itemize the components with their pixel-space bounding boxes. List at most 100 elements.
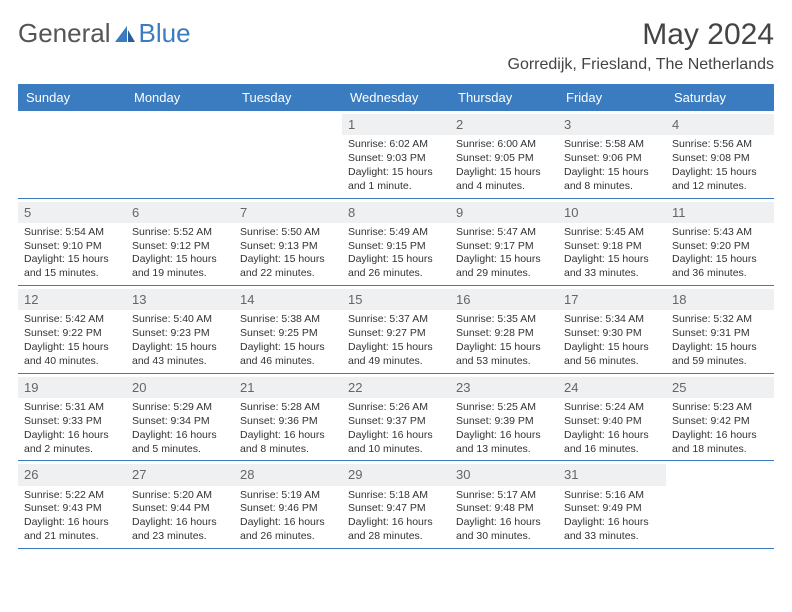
sunset-line: Sunset: 9:44 PM xyxy=(132,502,228,516)
daylight-line: Daylight: 15 hours and 15 minutes. xyxy=(24,253,120,281)
daylight-line: Daylight: 16 hours and 28 minutes. xyxy=(348,516,444,544)
day-cell: 23Sunrise: 5:25 AMSunset: 9:39 PMDayligh… xyxy=(450,374,558,461)
sunset-line: Sunset: 9:08 PM xyxy=(672,152,768,166)
daylight-line: Daylight: 16 hours and 10 minutes. xyxy=(348,429,444,457)
daylight-line: Daylight: 16 hours and 5 minutes. xyxy=(132,429,228,457)
sunrise-line: Sunrise: 6:02 AM xyxy=(348,138,444,152)
sunset-line: Sunset: 9:28 PM xyxy=(456,327,552,341)
day-number: 20 xyxy=(126,377,234,398)
day-cell: 12Sunrise: 5:42 AMSunset: 9:22 PMDayligh… xyxy=(18,286,126,373)
week-row: 12Sunrise: 5:42 AMSunset: 9:22 PMDayligh… xyxy=(18,286,774,374)
day-cell: 29 Sunrise: 5:18 AMSunset: 9:47 PMDayligh… xyxy=(342,461,450,548)
daylight-line: Daylight: 16 hours and 21 minutes. xyxy=(24,516,120,544)
daylight-line: Daylight: 15 hours and 26 minutes. xyxy=(348,253,444,281)
sunrise-line: Sunrise: 5:17 AM xyxy=(456,489,552,503)
daylight-line: Daylight: 15 hours and 12 minutes. xyxy=(672,166,768,194)
day-cell: 30Sunrise: 5:17 AMSunset: 9:48 PMDayligh… xyxy=(450,461,558,548)
sunset-line: Sunset: 9:10 PM xyxy=(24,240,120,254)
day-cell: 3Sunrise: 5:58 AMSunset: 9:06 PMDaylight… xyxy=(558,111,666,198)
sunrise-line: Sunrise: 5:50 AM xyxy=(240,226,336,240)
day-cell: 9Sunrise: 5:47 AMSunset: 9:17 PMDaylight… xyxy=(450,199,558,286)
day-number: 4 xyxy=(666,114,774,135)
day-cell: 4Sunrise: 5:56 AMSunset: 9:08 PMDaylight… xyxy=(666,111,774,198)
sunset-line: Sunset: 9:17 PM xyxy=(456,240,552,254)
day-cell: 16Sunrise: 5:35 AMSunset: 9:28 PMDayligh… xyxy=(450,286,558,373)
day-number: 14 xyxy=(234,289,342,310)
title-block: May 2024 Gorredijk, Friesland, The Nethe… xyxy=(508,18,775,74)
sunrise-line: Sunrise: 6:00 AM xyxy=(456,138,552,152)
day-cell: 11Sunrise: 5:43 AMSunset: 9:20 PMDayligh… xyxy=(666,199,774,286)
logo-sail-icon xyxy=(113,24,137,44)
day-number: 21 xyxy=(234,377,342,398)
sunrise-line: Sunrise: 5:58 AM xyxy=(564,138,660,152)
sunset-line: Sunset: 9:34 PM xyxy=(132,415,228,429)
sunrise-line: Sunrise: 5:32 AM xyxy=(672,313,768,327)
daylight-line: Daylight: 16 hours and 33 minutes. xyxy=(564,516,660,544)
daylight-line: Daylight: 16 hours and 2 minutes. xyxy=(24,429,120,457)
daylight-line: Daylight: 16 hours and 23 minutes. xyxy=(132,516,228,544)
day-number: 25 xyxy=(666,377,774,398)
sunset-line: Sunset: 9:39 PM xyxy=(456,415,552,429)
day-number: 18 xyxy=(666,289,774,310)
daylight-line: Daylight: 15 hours and 29 minutes. xyxy=(456,253,552,281)
sunrise-line: Sunrise: 5:20 AM xyxy=(132,489,228,503)
daylight-line: Daylight: 15 hours and 49 minutes. xyxy=(348,341,444,369)
day-number: 15 xyxy=(342,289,450,310)
daylight-line: Daylight: 15 hours and 59 minutes. xyxy=(672,341,768,369)
daylight-line: Daylight: 15 hours and 33 minutes. xyxy=(564,253,660,281)
day-number: 6 xyxy=(126,202,234,223)
week-row: 26Sunrise: 5:22 AMSunset: 9:43 PMDayligh… xyxy=(18,461,774,549)
daylight-line: Daylight: 16 hours and 18 minutes. xyxy=(672,429,768,457)
sunrise-line: Sunrise: 5:22 AM xyxy=(24,489,120,503)
sunset-line: Sunset: 9:05 PM xyxy=(456,152,552,166)
day-cell: 13Sunrise: 5:40 AMSunset: 9:23 PMDayligh… xyxy=(126,286,234,373)
day-number: 30 xyxy=(450,464,558,485)
sunset-line: Sunset: 9:22 PM xyxy=(24,327,120,341)
sunset-line: Sunset: 9:20 PM xyxy=(672,240,768,254)
sunset-line: Sunset: 9:36 PM xyxy=(240,415,336,429)
day-number: 11 xyxy=(666,202,774,223)
day-cell xyxy=(234,111,342,198)
sunrise-line: Sunrise: 5:29 AM xyxy=(132,401,228,415)
day-cell: 20 Sunrise: 5:29 AMSunset: 9:34 PMDayligh… xyxy=(126,374,234,461)
daylight-line: Daylight: 15 hours and 46 minutes. xyxy=(240,341,336,369)
daylight-line: Daylight: 16 hours and 13 minutes. xyxy=(456,429,552,457)
day-cell: 8Sunrise: 5:49 AMSunset: 9:15 PMDaylight… xyxy=(342,199,450,286)
sunset-line: Sunset: 9:40 PM xyxy=(564,415,660,429)
sunset-line: Sunset: 9:48 PM xyxy=(456,502,552,516)
sunrise-line: Sunrise: 5:19 AM xyxy=(240,489,336,503)
day-number: 24 xyxy=(558,377,666,398)
day-cell: 15Sunrise: 5:37 AMSunset: 9:27 PMDayligh… xyxy=(342,286,450,373)
day-cell: 10Sunrise: 5:45 AMSunset: 9:18 PMDayligh… xyxy=(558,199,666,286)
sunset-line: Sunset: 9:47 PM xyxy=(348,502,444,516)
daylight-line: Daylight: 15 hours and 36 minutes. xyxy=(672,253,768,281)
day-cell: 6Sunrise: 5:52 AMSunset: 9:12 PMDaylight… xyxy=(126,199,234,286)
week-row: 1Sunrise: 6:02 AMSunset: 9:03 PMDaylight… xyxy=(18,111,774,199)
sunrise-line: Sunrise: 5:18 AM xyxy=(348,489,444,503)
day-cell: 28Sunrise: 5:19 AMSunset: 9:46 PMDayligh… xyxy=(234,461,342,548)
day-number: 26 xyxy=(18,464,126,485)
day-cell: 27Sunrise: 5:20 AMSunset: 9:44 PMDayligh… xyxy=(126,461,234,548)
sunrise-line: Sunrise: 5:47 AM xyxy=(456,226,552,240)
day-cell: 18 Sunrise: 5:32 AMSunset: 9:31 PMDayligh… xyxy=(666,286,774,373)
logo-text-general: General xyxy=(18,18,111,49)
day-cell: 7Sunrise: 5:50 AMSunset: 9:13 PMDaylight… xyxy=(234,199,342,286)
sunrise-line: Sunrise: 5:23 AM xyxy=(672,401,768,415)
sunset-line: Sunset: 9:31 PM xyxy=(672,327,768,341)
sunset-line: Sunset: 9:43 PM xyxy=(24,502,120,516)
sunset-line: Sunset: 9:06 PM xyxy=(564,152,660,166)
week-row: 19Sunrise: 5:31 AMSunset: 9:33 PMDayligh… xyxy=(18,374,774,462)
dayname: Sunday xyxy=(18,84,126,111)
day-number: 10 xyxy=(558,202,666,223)
day-cell: 25Sunrise: 5:23 AMSunset: 9:42 PMDayligh… xyxy=(666,374,774,461)
dayname-row: SundayMondayTuesdayWednesdayThursdayFrid… xyxy=(18,84,774,111)
day-number: 17 xyxy=(558,289,666,310)
week-row: 5Sunrise: 5:54 AMSunset: 9:10 PMDaylight… xyxy=(18,199,774,287)
sunrise-line: Sunrise: 5:34 AM xyxy=(564,313,660,327)
day-number: 29 xyxy=(342,464,450,485)
sunset-line: Sunset: 9:12 PM xyxy=(132,240,228,254)
sunrise-line: Sunrise: 5:42 AM xyxy=(24,313,120,327)
sunset-line: Sunset: 9:33 PM xyxy=(24,415,120,429)
location: Gorredijk, Friesland, The Netherlands xyxy=(508,56,775,74)
sunrise-line: Sunrise: 5:40 AM xyxy=(132,313,228,327)
